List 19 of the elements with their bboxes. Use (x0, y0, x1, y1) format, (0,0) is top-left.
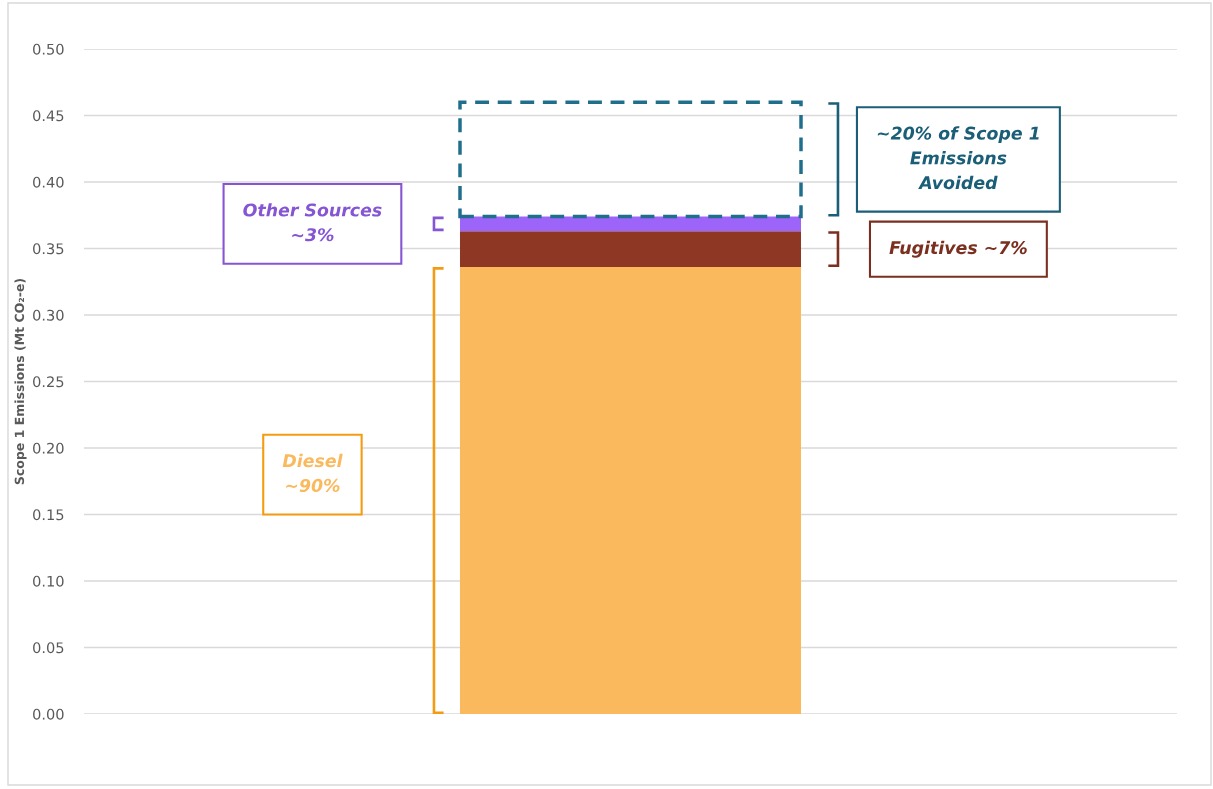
bar (459, 267, 802, 714)
y-tick-label: 0.05 (33, 642, 64, 654)
bar (459, 231, 802, 268)
y-tick-label: 0.10 (33, 575, 64, 587)
y-tick-label: 0.45 (33, 110, 64, 122)
text: ~20% of Scope 1 Emissions Avoided (877, 126, 1039, 190)
text: Diesel ~90% (282, 453, 343, 493)
y-tick-label: 0.35 (33, 243, 64, 255)
y-tick-label: 0.00 (33, 708, 64, 720)
y-tick-label: 0.20 (33, 442, 64, 454)
y-axis-title: Scope 1 Emissions (Mt CO₂-e) (14, 278, 27, 485)
y-tick-label: 0.30 (33, 309, 64, 321)
text: Other Sources ~3% (243, 203, 382, 242)
bar (459, 216, 802, 232)
y-tick-label: 0.40 (33, 176, 64, 188)
y-tick-label: 0.50 (33, 43, 64, 55)
text: Fugitives ~7% (889, 240, 1027, 258)
y-tick-label: 0.15 (33, 509, 64, 521)
y-tick-label: 0.25 (33, 376, 64, 388)
